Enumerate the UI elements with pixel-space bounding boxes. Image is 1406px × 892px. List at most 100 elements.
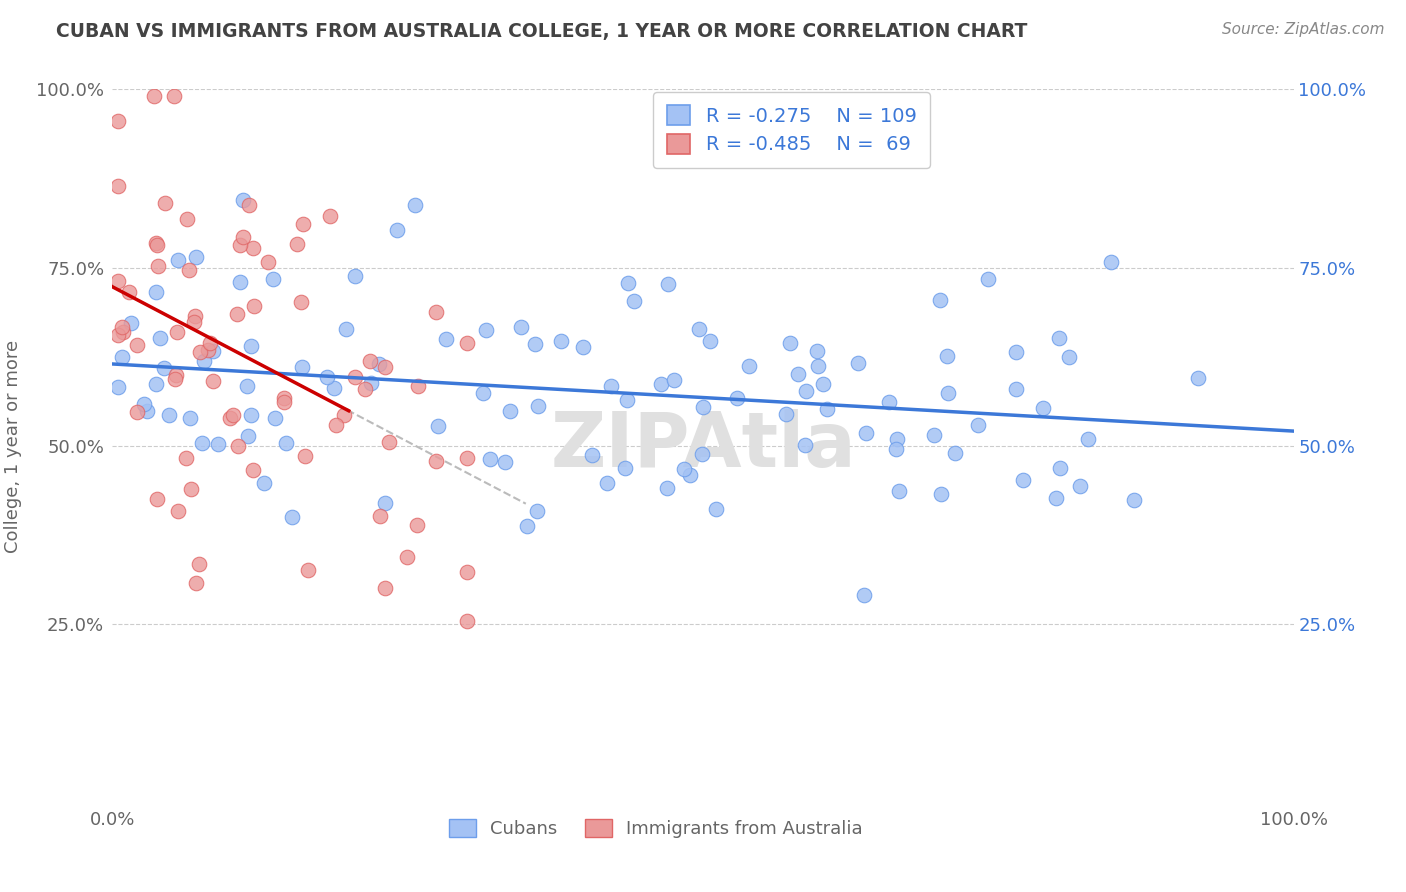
Point <box>1077 432 1099 446</box>
Point <box>219 410 242 425</box>
Point <box>425 304 447 318</box>
Point <box>238 197 260 211</box>
Point <box>614 461 637 475</box>
Point <box>166 504 188 518</box>
Point <box>319 209 342 223</box>
Point <box>395 550 418 565</box>
Point <box>240 408 263 422</box>
Point <box>294 449 316 463</box>
Point <box>360 376 382 391</box>
Point <box>153 196 176 211</box>
Point <box>616 393 638 408</box>
Point <box>226 307 249 321</box>
Point <box>572 340 595 354</box>
Point <box>688 322 710 336</box>
Point <box>188 557 211 571</box>
Point <box>1004 344 1026 359</box>
Point <box>107 178 129 193</box>
Text: ZIPAtla: ZIPAtla <box>550 409 856 483</box>
Point <box>779 335 801 350</box>
Point <box>333 408 356 422</box>
Point <box>405 518 427 533</box>
Point <box>146 238 169 252</box>
Point <box>111 326 134 340</box>
Point <box>526 504 548 518</box>
Point <box>174 451 197 466</box>
Point <box>516 518 538 533</box>
Point <box>285 237 308 252</box>
Point <box>107 113 129 128</box>
Point <box>494 455 516 469</box>
Point <box>673 462 696 476</box>
Point <box>943 446 966 460</box>
Point <box>1047 331 1070 345</box>
Point <box>291 217 314 231</box>
Point <box>232 230 254 244</box>
Point <box>142 89 165 103</box>
Point <box>343 268 366 283</box>
Point <box>887 484 910 499</box>
Point <box>704 501 727 516</box>
Point <box>120 316 142 330</box>
Point <box>1187 371 1209 385</box>
Point <box>135 404 157 418</box>
Point <box>368 508 391 523</box>
Point <box>425 454 447 468</box>
Point <box>273 395 295 409</box>
Point <box>273 391 295 405</box>
Point <box>107 274 129 288</box>
Point <box>600 378 623 392</box>
Point <box>678 467 700 482</box>
Point <box>456 565 478 579</box>
Point <box>297 563 319 577</box>
Point <box>368 358 391 372</box>
Point <box>623 293 645 308</box>
Point <box>264 411 287 425</box>
Text: CUBAN VS IMMIGRANTS FROM AUSTRALIA COLLEGE, 1 YEAR OR MORE CORRELATION CHART: CUBAN VS IMMIGRANTS FROM AUSTRALIA COLLE… <box>56 22 1028 41</box>
Point <box>1012 473 1035 487</box>
Point <box>200 335 222 350</box>
Point <box>509 320 531 334</box>
Point <box>193 354 215 368</box>
Point <box>1069 479 1091 493</box>
Point <box>183 310 205 324</box>
Point <box>935 349 957 363</box>
Point <box>125 338 148 352</box>
Point <box>107 379 129 393</box>
Point <box>456 614 478 628</box>
Point <box>550 334 572 348</box>
Point <box>1059 350 1081 364</box>
Point <box>253 475 276 490</box>
Point <box>655 481 678 495</box>
Point <box>1005 382 1028 396</box>
Point <box>229 275 252 289</box>
Point <box>335 321 357 335</box>
Point <box>344 370 367 384</box>
Point <box>811 377 834 392</box>
Point <box>118 285 141 299</box>
Point <box>177 263 200 277</box>
Point <box>472 385 495 400</box>
Point <box>374 496 396 510</box>
Point <box>274 436 297 450</box>
Point <box>617 276 640 290</box>
Point <box>281 510 304 524</box>
Point <box>922 428 945 442</box>
Point <box>581 448 603 462</box>
Point <box>879 395 901 409</box>
Legend: Cubans, Immigrants from Australia: Cubans, Immigrants from Australia <box>440 810 872 847</box>
Point <box>167 252 190 267</box>
Point <box>184 575 207 590</box>
Point <box>855 425 877 440</box>
Point <box>527 399 550 413</box>
Point <box>966 418 988 433</box>
Point <box>354 382 377 396</box>
Point <box>456 335 478 350</box>
Point <box>404 198 426 212</box>
Point <box>738 359 761 374</box>
Point <box>236 429 259 443</box>
Point <box>977 272 1000 286</box>
Point <box>165 372 187 386</box>
Point <box>692 400 714 414</box>
Point <box>262 272 284 286</box>
